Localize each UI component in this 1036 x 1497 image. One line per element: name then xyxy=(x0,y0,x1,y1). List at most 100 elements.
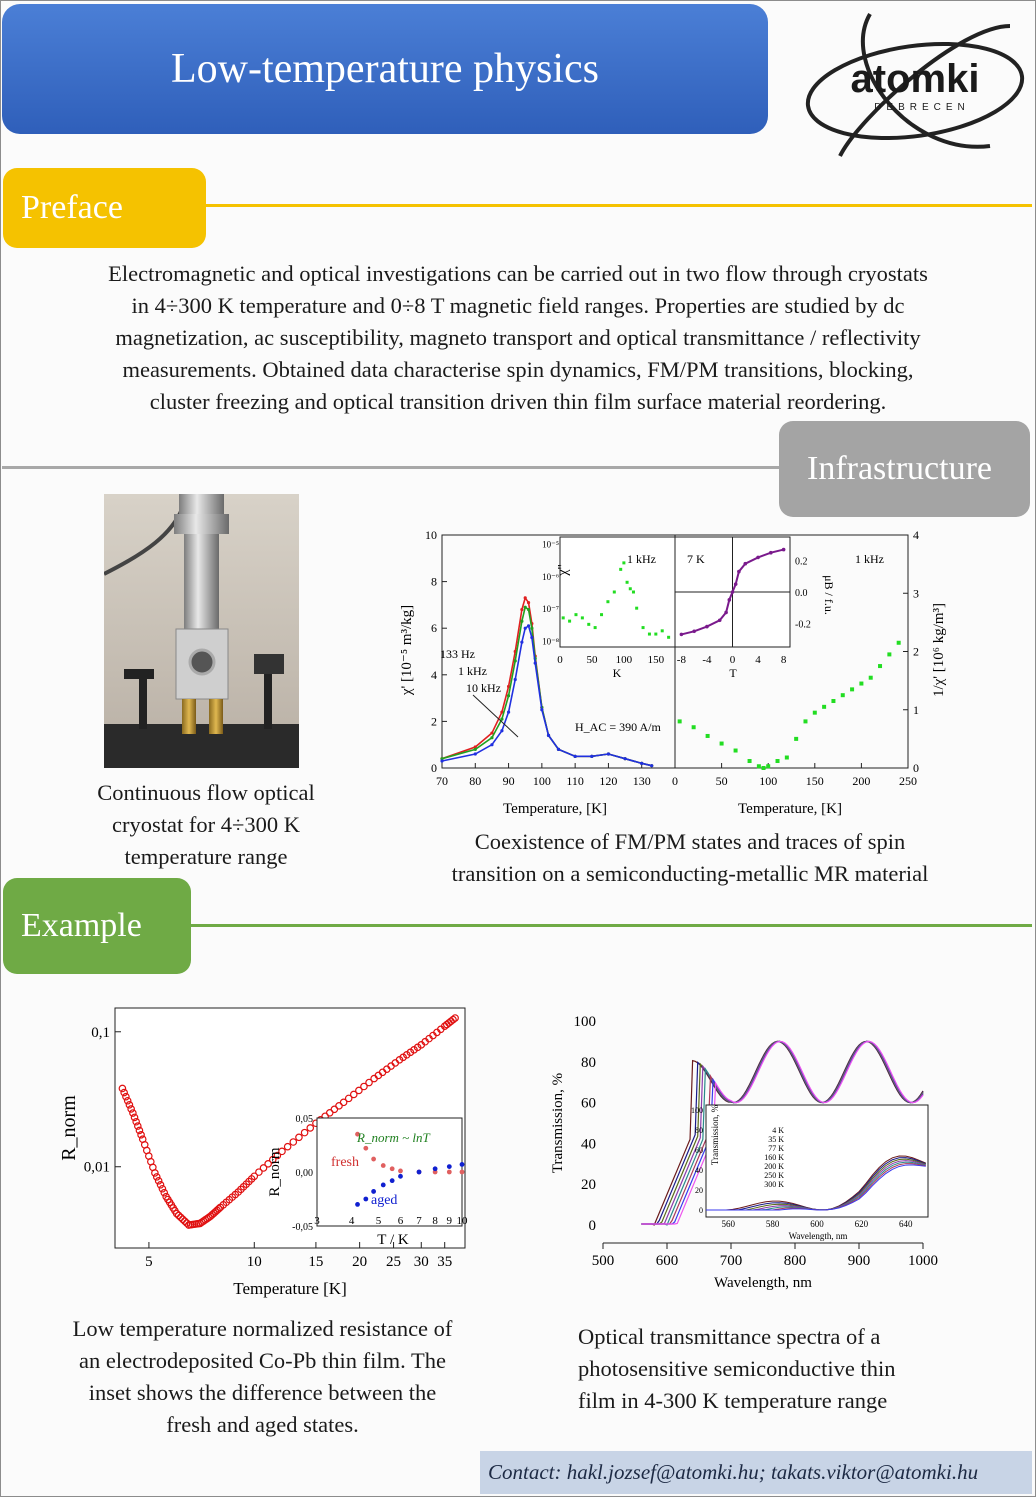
data-point xyxy=(289,1138,298,1146)
data-point xyxy=(174,1211,183,1220)
x-tick-label: 6 xyxy=(398,1215,404,1227)
caption-line: Optical transmittance spectra of a xyxy=(578,1324,881,1349)
data-point xyxy=(859,681,864,686)
data-point xyxy=(606,752,611,756)
inset-y-tick-label: 80 xyxy=(695,1126,703,1135)
chi2-ylabel: χ'' xyxy=(556,564,571,576)
data-point xyxy=(398,1173,403,1179)
example-heading: Example xyxy=(3,878,191,974)
data-point xyxy=(440,757,444,761)
data-point xyxy=(540,708,544,712)
data-point xyxy=(761,766,766,770)
data-point xyxy=(619,567,623,571)
data-point xyxy=(389,1178,395,1184)
data-point xyxy=(635,606,639,610)
caption-line: an electrodeposited Co-Pb thin film. The xyxy=(78,1348,446,1373)
y-tick-label: -0.2 xyxy=(795,619,811,630)
data-point xyxy=(513,659,517,663)
data-point xyxy=(459,1162,465,1167)
invchi-freq-label: 1 kHz xyxy=(855,552,884,566)
data-point xyxy=(887,652,892,657)
chi2-inset-frame xyxy=(559,536,676,648)
y-tick-label: 4 xyxy=(913,528,919,542)
invchi-xlabel: Temperature, [K] xyxy=(738,801,842,817)
data-point xyxy=(172,1209,181,1218)
y-tick-label: 10 xyxy=(425,528,437,542)
data-point xyxy=(660,629,664,633)
mag-xlabel: T xyxy=(729,666,737,680)
data-point xyxy=(733,582,738,586)
data-point xyxy=(250,1172,259,1181)
x-tick-label: 110 xyxy=(566,774,584,788)
y-tick-label: 4 xyxy=(431,668,437,682)
inset-y-tick-label: 0 xyxy=(699,1206,703,1215)
data-point xyxy=(850,687,855,692)
mag-ylabel: μB / f.u. xyxy=(822,575,836,615)
x-tick-label: 8 xyxy=(781,654,787,666)
data-point xyxy=(506,694,511,698)
data-point xyxy=(769,550,773,555)
x-tick-label: 4 xyxy=(349,1215,355,1227)
data-point xyxy=(692,629,696,634)
data-point xyxy=(593,626,597,630)
data-point xyxy=(781,547,786,552)
y-tick-label: 2 xyxy=(913,645,919,659)
data-point xyxy=(812,710,817,715)
y-tick-label: 8 xyxy=(431,575,437,589)
caption-line: photosensitive semiconductive thin xyxy=(578,1356,896,1381)
x-tick-label: 130 xyxy=(633,774,651,788)
resistance-caption: Low temperature normalized resistance of… xyxy=(30,1313,495,1441)
x-tick-label: 20 xyxy=(352,1254,367,1270)
data-point xyxy=(151,1169,159,1177)
x-tick-label: 500 xyxy=(592,1253,615,1269)
data-point xyxy=(118,1084,127,1093)
data-point xyxy=(268,1155,277,1164)
data-point xyxy=(360,1082,368,1091)
data-point xyxy=(724,610,728,615)
x-tick-label: 5 xyxy=(376,1215,382,1227)
legend-1khz: 1 kHz xyxy=(458,664,487,678)
infrastructure-rule xyxy=(2,466,782,469)
inset-legend-label: 35 K xyxy=(768,1135,784,1144)
data-point xyxy=(255,1168,263,1176)
invchi-ylabel: 1/χ' [10⁶ kg/m³] xyxy=(931,603,947,697)
preface-line: measurements. Obtained data characterise… xyxy=(122,357,914,382)
y-tick-label: 80 xyxy=(581,1055,596,1071)
data-point xyxy=(176,1213,185,1222)
cryostat-photo xyxy=(104,494,299,768)
inset-legend-label: 200 K xyxy=(764,1162,784,1171)
data-point xyxy=(259,1164,268,1172)
data-point xyxy=(283,1142,292,1151)
caption-line: Coexistence of FM/PM states and traces o… xyxy=(474,829,906,854)
data-point xyxy=(416,1169,422,1175)
data-point xyxy=(654,632,658,636)
data-point xyxy=(641,626,645,630)
x-tick-label: -8 xyxy=(677,654,687,666)
data-point xyxy=(520,607,524,612)
data-point xyxy=(355,1131,360,1137)
x-tick-label: 90 xyxy=(503,774,515,788)
x-tick-label: 100 xyxy=(533,774,551,788)
y-tick-label: 60 xyxy=(581,1096,596,1112)
y-tick-label: 0 xyxy=(431,761,437,775)
data-point xyxy=(380,1163,386,1168)
inset-x-tick-label: 580 xyxy=(766,1219,780,1229)
logo-name: atomki xyxy=(851,57,980,101)
inset-x-tick-label: 640 xyxy=(899,1219,913,1229)
data-point xyxy=(650,764,654,768)
caption-line: fresh and aged states. xyxy=(166,1412,359,1437)
data-point xyxy=(389,1166,395,1172)
y-tick-label: 0.0 xyxy=(795,588,808,599)
data-point xyxy=(300,1128,309,1137)
preface-line: cluster freezing and optical transition … xyxy=(149,389,887,414)
data-point xyxy=(122,1092,130,1101)
preface-rule xyxy=(206,204,1032,207)
mag-temp-label: 7 K xyxy=(687,552,705,566)
data-point xyxy=(214,1205,223,1213)
resin-annotation: R_norm ~ lnT xyxy=(356,1130,431,1145)
x-tick-label: 30 xyxy=(414,1254,429,1270)
data-point xyxy=(568,619,572,623)
transmittance-caption: Optical transmittance spectra of a photo… xyxy=(560,1321,978,1417)
data-point xyxy=(612,590,616,594)
data-point xyxy=(158,1184,167,1193)
